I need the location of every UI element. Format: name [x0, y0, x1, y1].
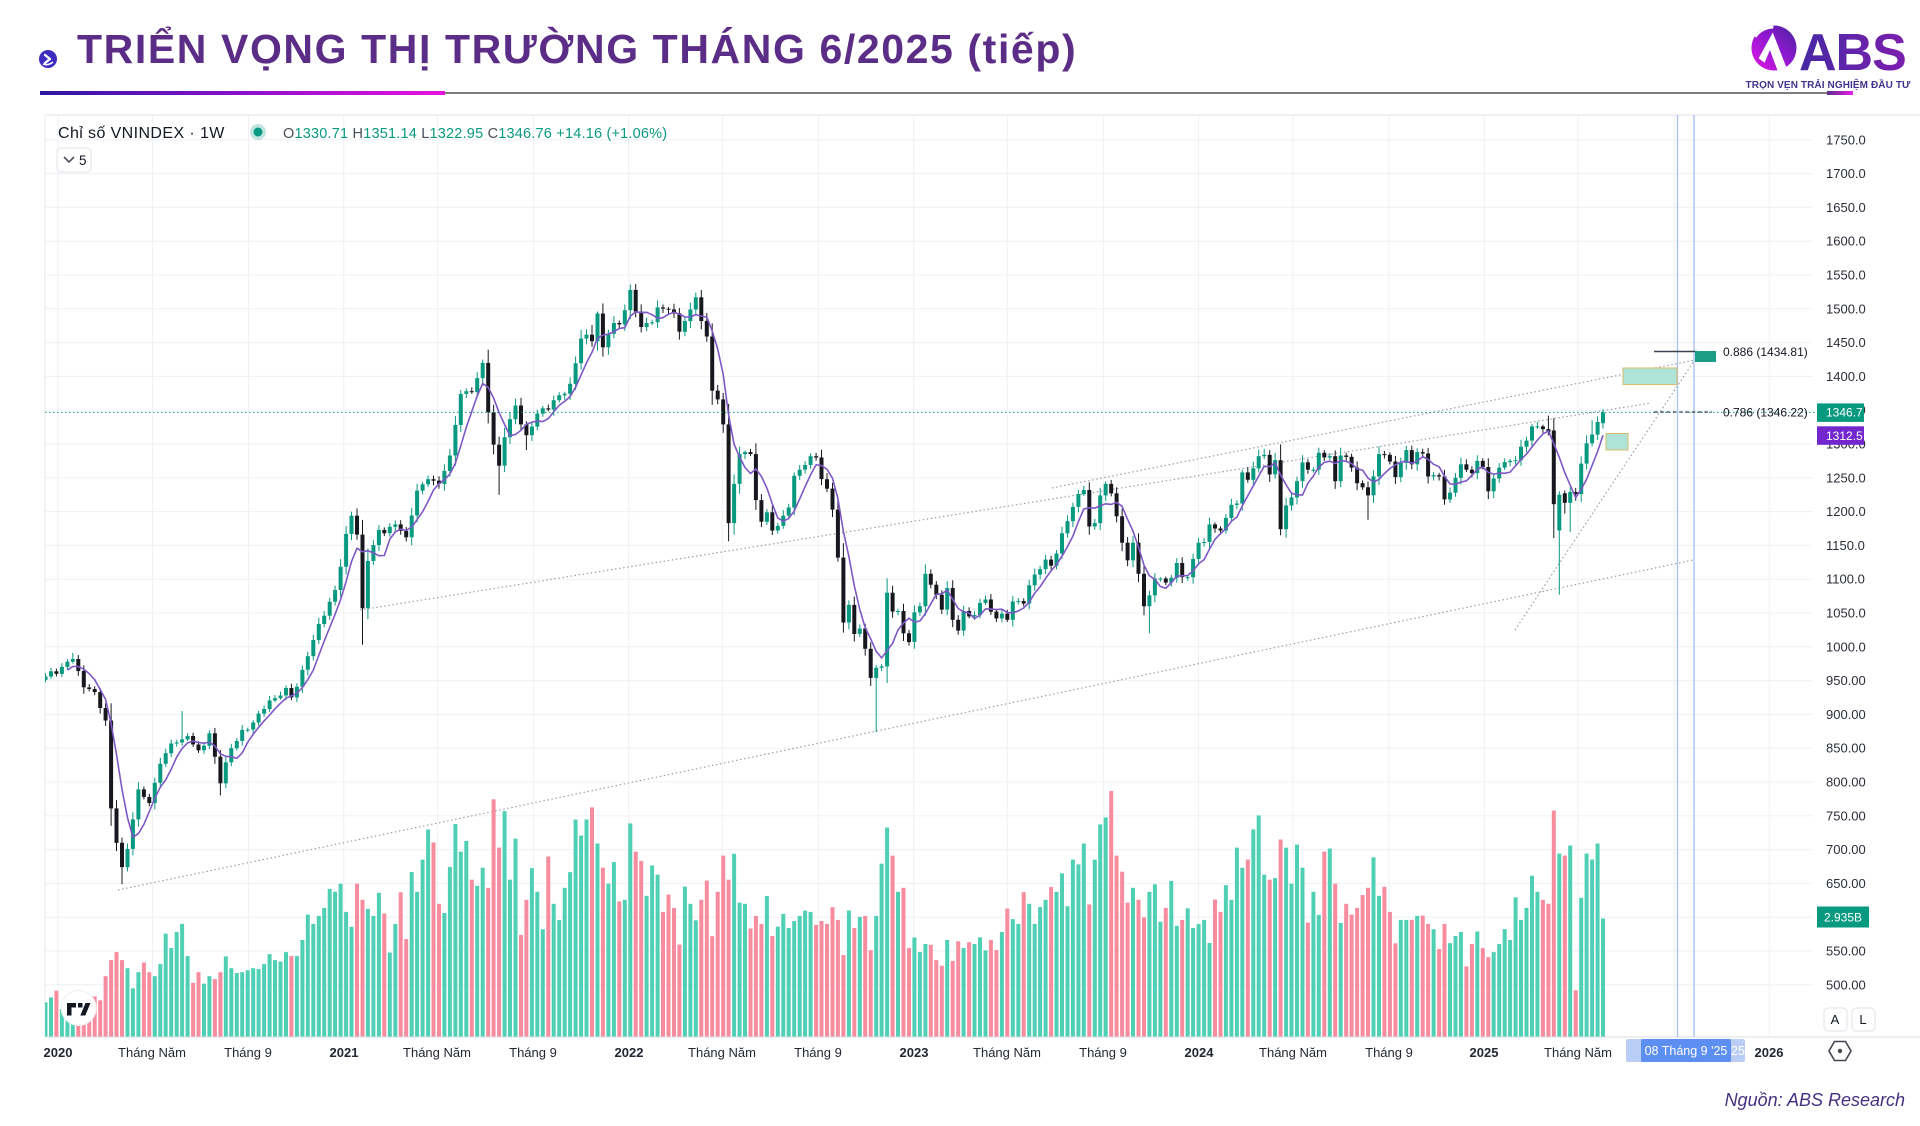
svg-text:1200.0: 1200.0 [1826, 504, 1866, 519]
svg-text:5: 5 [79, 153, 87, 168]
svg-text:Tháng 9: Tháng 9 [794, 1045, 842, 1060]
svg-text:1550.0: 1550.0 [1826, 268, 1866, 283]
svg-text:2023: 2023 [900, 1045, 929, 1060]
svg-text:Tháng 9: Tháng 9 [1079, 1045, 1127, 1060]
svg-text:Tháng Năm: Tháng Năm [403, 1045, 471, 1060]
svg-text:L: L [1859, 1012, 1866, 1027]
svg-text:0.786 (1346.22): 0.786 (1346.22) [1723, 406, 1808, 420]
svg-text:1750.0: 1750.0 [1826, 132, 1866, 147]
svg-text:Tháng Năm: Tháng Năm [973, 1045, 1041, 1060]
svg-text:850.00: 850.00 [1826, 741, 1866, 756]
svg-text:2021: 2021 [330, 1045, 359, 1060]
svg-text:2025: 2025 [1470, 1045, 1499, 1060]
svg-text:Chỉ số VNINDEX · 1W: Chỉ số VNINDEX · 1W [58, 125, 225, 142]
svg-text:TRỌN VẸN TRẢI NGHIỆM ĐẦU TƯ: TRỌN VẸN TRẢI NGHIỆM ĐẦU TƯ [1746, 78, 1911, 91]
svg-text:Tháng Năm: Tháng Năm [1544, 1045, 1612, 1060]
svg-text:1312.5: 1312.5 [1826, 429, 1863, 443]
svg-text:Tháng Năm: Tháng Năm [118, 1045, 186, 1060]
svg-text:2020: 2020 [44, 1045, 73, 1060]
svg-text:1250.0: 1250.0 [1826, 470, 1866, 485]
svg-text:ABS: ABS [1799, 24, 1906, 82]
svg-text:Tháng 9: Tháng 9 [1365, 1045, 1413, 1060]
svg-text:08 Tháng 9 '25: 08 Tháng 9 '25 [1645, 1044, 1728, 1058]
svg-text:1400.0: 1400.0 [1826, 369, 1866, 384]
svg-text:1050.0: 1050.0 [1826, 606, 1866, 621]
svg-text:1000.0: 1000.0 [1826, 639, 1866, 654]
svg-text:800.00: 800.00 [1826, 775, 1866, 790]
svg-text:A: A [1831, 1012, 1840, 1027]
svg-text:1150.0: 1150.0 [1826, 538, 1865, 553]
svg-text:1650.0: 1650.0 [1826, 200, 1866, 215]
svg-text:900.00: 900.00 [1826, 707, 1866, 722]
svg-text:1346.7: 1346.7 [1826, 406, 1863, 420]
svg-text:2022: 2022 [615, 1045, 644, 1060]
svg-text:550.00: 550.00 [1826, 944, 1866, 959]
svg-text:1500.0: 1500.0 [1826, 301, 1866, 316]
svg-text:500.00: 500.00 [1826, 977, 1866, 992]
svg-text:750.00: 750.00 [1826, 808, 1866, 823]
svg-text:1700.0: 1700.0 [1826, 166, 1866, 181]
svg-text:2026: 2026 [1755, 1045, 1784, 1060]
svg-text:25: 25 [1731, 1044, 1745, 1058]
svg-text:Tháng 9: Tháng 9 [509, 1045, 557, 1060]
svg-text:1450.0: 1450.0 [1826, 335, 1866, 350]
svg-text:Tháng Năm: Tháng Năm [688, 1045, 756, 1060]
svg-text:650.00: 650.00 [1826, 876, 1866, 891]
svg-text:0.886 (1434.81): 0.886 (1434.81) [1723, 345, 1808, 359]
svg-text:700.00: 700.00 [1826, 842, 1866, 857]
svg-text:O1330.71 H1351.14 L1322.95 C13: O1330.71 H1351.14 L1322.95 C1346.76 +14.… [283, 126, 667, 142]
svg-text:1600.0: 1600.0 [1826, 234, 1866, 249]
svg-text:1100.0: 1100.0 [1826, 572, 1865, 587]
svg-text:2.935B: 2.935B [1824, 911, 1862, 925]
svg-text:950.00: 950.00 [1826, 673, 1866, 688]
svg-text:Tháng 9: Tháng 9 [224, 1045, 272, 1060]
svg-text:2024: 2024 [1185, 1045, 1215, 1060]
svg-text:Tháng Năm: Tháng Năm [1259, 1045, 1327, 1060]
